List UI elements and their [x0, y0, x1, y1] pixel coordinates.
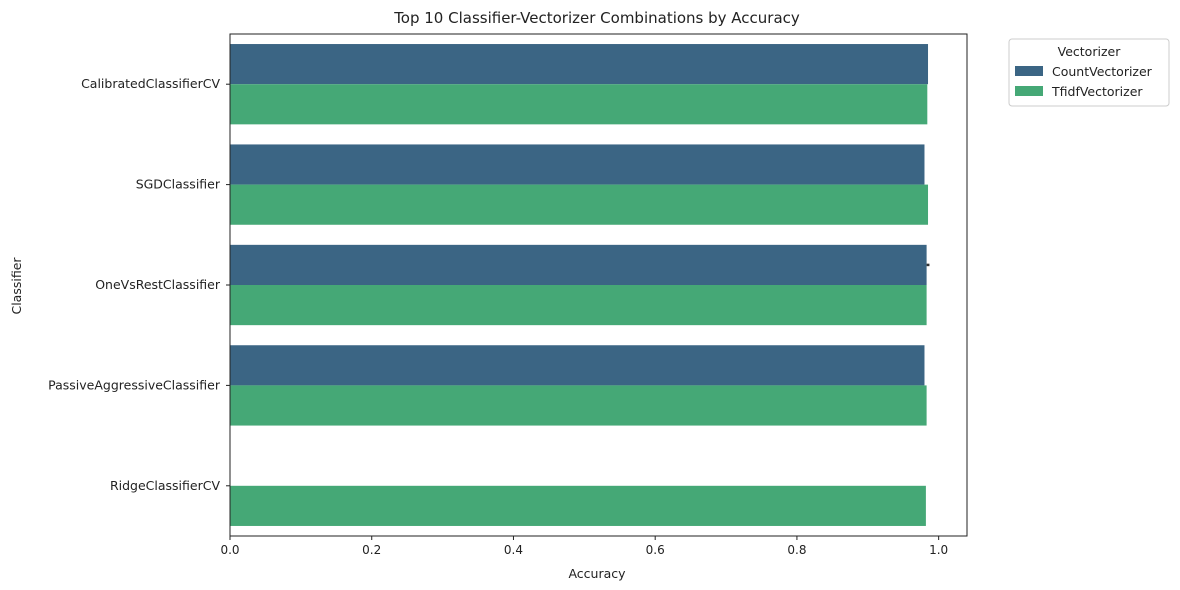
bar-TfidfVectorizer-1[interactable] — [230, 184, 929, 225]
x-tick-label: 0.4 — [504, 543, 523, 557]
y-tick-label: RidgeClassifierCV — [110, 478, 221, 493]
legend-box — [1008, 38, 1170, 107]
y-tick-label: PassiveAggressiveClassifier — [48, 377, 221, 392]
x-tick-label: 0.8 — [787, 543, 806, 557]
bar-CountVectorizer-3[interactable] — [230, 345, 925, 386]
y-tick-label: SGDClassifier — [136, 177, 221, 192]
chart-title: Top 10 Classifier-Vectorizer Combination… — [393, 9, 800, 27]
legend-title: Vectorizer — [1058, 44, 1122, 59]
bar-TfidfVectorizer-2[interactable] — [230, 285, 927, 326]
bar-TfidfVectorizer-4[interactable] — [230, 485, 926, 526]
x-tick-label: 0.0 — [220, 543, 239, 557]
legend-label-CountVectorizer: CountVectorizer — [1052, 64, 1153, 79]
y-tick-label: CalibratedClassifierCV — [81, 76, 220, 91]
axes-layer: 0.0 0.2 0.4 0.6 0.8 1.0 CalibratedClassifierCV… — [48, 33, 968, 557]
legend-swatch-CountVectorizer — [1015, 66, 1043, 76]
y-tick-label: OneVsRestClassifier — [95, 277, 221, 292]
legend-swatch-TfidfVectorizer — [1015, 86, 1043, 96]
bar-TfidfVectorizer-0[interactable] — [230, 84, 928, 125]
bar-TfidfVectorizer-3[interactable] — [230, 385, 927, 426]
x-tick-label: 1.0 — [929, 543, 948, 557]
bar-CountVectorizer-1[interactable] — [230, 144, 925, 185]
legend[interactable]: Vectorizer CountVectorizer TfidfVectorizer — [1008, 38, 1170, 107]
x-axis-label: Accuracy — [568, 566, 626, 581]
bar-CountVectorizer-2[interactable] — [230, 244, 927, 285]
bar-CountVectorizer-0[interactable] — [230, 44, 929, 85]
x-tick-label: 0.2 — [362, 543, 381, 557]
legend-label-TfidfVectorizer: TfidfVectorizer — [1051, 84, 1143, 99]
bars-layer — [230, 44, 930, 526]
x-tick-label: 0.6 — [646, 543, 665, 557]
y-axis-label: Classifier — [9, 257, 24, 315]
